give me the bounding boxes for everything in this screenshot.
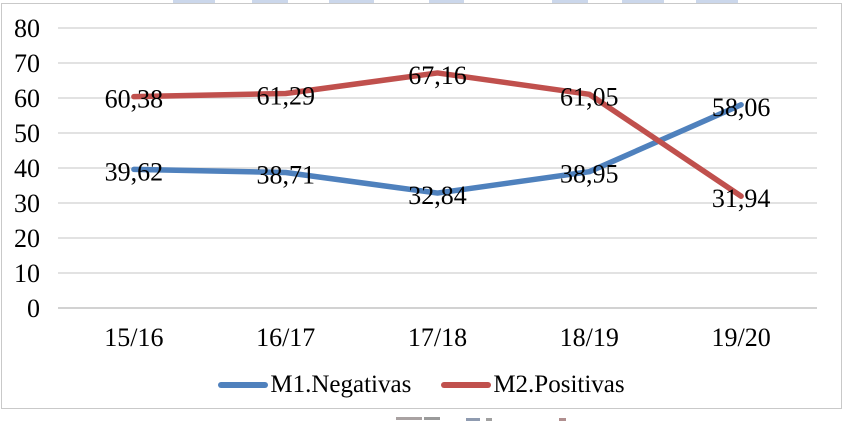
data-label: 67,16 xyxy=(408,61,467,90)
cropped-highlight-fragment xyxy=(252,0,288,3)
cropped-text-fragment xyxy=(559,418,566,421)
data-label: 39,62 xyxy=(105,157,164,186)
legend-swatch-icon xyxy=(218,382,269,388)
x-axis-category-label: 15/16 xyxy=(104,323,163,352)
cropped-highlight-fragment xyxy=(429,0,464,3)
chart-legend: M1.Negativas M2.Positivas xyxy=(2,372,841,398)
x-axis-category-label: 18/19 xyxy=(560,323,619,352)
data-label: 58,06 xyxy=(712,93,771,122)
data-label: 38,71 xyxy=(256,161,315,190)
y-axis-tick-label: 40 xyxy=(14,154,40,183)
y-axis-tick-label: 80 xyxy=(14,14,40,43)
y-axis-tick-label: 70 xyxy=(14,49,40,78)
y-axis-tick-label: 60 xyxy=(14,84,40,113)
x-axis-category-label: 17/18 xyxy=(408,323,467,352)
y-axis-tick-label: 30 xyxy=(14,189,40,218)
y-axis-tick-label: 20 xyxy=(14,224,40,253)
data-label: 31,94 xyxy=(712,184,771,213)
legend-label: M2.Positivas xyxy=(493,371,625,398)
cropped-text-fragment xyxy=(466,418,480,421)
cropped-highlight-fragment xyxy=(173,0,215,3)
cropped-text-fragment xyxy=(424,417,440,420)
x-axis-category-label: 19/20 xyxy=(711,323,770,352)
legend-swatch-icon xyxy=(441,382,492,388)
cropped-highlight-fragment xyxy=(552,0,588,3)
legend-item-M1.Negativas: M1.Negativas xyxy=(218,372,411,398)
cropped-highlight-fragment xyxy=(329,0,374,3)
data-label: 61,29 xyxy=(256,81,315,110)
series-line-M2.Positivas xyxy=(131,70,744,199)
cropped-highlight-fragment xyxy=(696,0,738,3)
data-label: 38,95 xyxy=(560,160,619,189)
data-label: 61,05 xyxy=(560,82,619,111)
chart-frame: 0 10 20 30 40 50 60 70 80 15/16 16/17 17/18 18/19 19/… xyxy=(1,3,842,409)
x-axis-category-label: 16/17 xyxy=(256,323,315,352)
y-axis-tick-label: 50 xyxy=(14,119,40,148)
data-label: 60,38 xyxy=(105,85,164,114)
y-axis-tick-label: 10 xyxy=(14,259,40,288)
cropped-text-fragment xyxy=(396,417,422,420)
series-line-M1.Negativas xyxy=(131,102,744,196)
line-chart: 0 10 20 30 40 50 60 70 80 15/16 16/17 17/18 18/19 19/… xyxy=(14,14,817,352)
cropped-text-fragment xyxy=(486,418,492,421)
cropped-highlight-fragment xyxy=(622,0,664,3)
legend-label: M1.Negativas xyxy=(270,371,412,398)
legend-item-M2.Positivas: M2.Positivas xyxy=(441,371,625,398)
data-label: 32,84 xyxy=(408,181,467,210)
y-axis-tick-label: 0 xyxy=(27,294,40,323)
